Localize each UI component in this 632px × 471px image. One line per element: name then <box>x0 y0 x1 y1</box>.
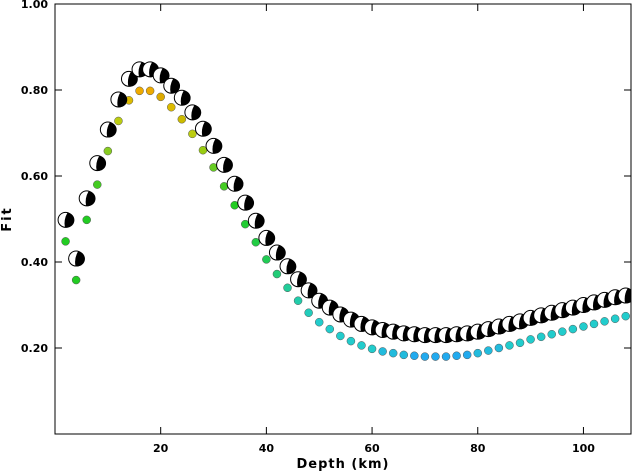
y-tick-label: 0.80 <box>21 84 48 97</box>
fit-dot <box>145 86 155 96</box>
y-tick-label: 0.40 <box>21 256 48 269</box>
fit-dot <box>61 237 70 246</box>
y-tick-label: 1.00 <box>21 0 48 11</box>
beachball-marker <box>173 89 191 106</box>
beachball-series <box>57 61 631 344</box>
beachball-marker <box>163 77 181 94</box>
fit-dot <box>188 129 197 139</box>
fit-dot <box>558 327 567 336</box>
plot-frame <box>54 3 632 435</box>
fit-dot <box>431 352 440 361</box>
fit-dot <box>71 275 81 285</box>
fit-dot <box>167 102 176 112</box>
x-tick-label: 60 <box>364 442 380 455</box>
x-tick-label: 20 <box>153 442 169 455</box>
fit-dot <box>304 308 313 317</box>
fit-dot <box>272 269 282 279</box>
beachball-marker <box>57 211 75 228</box>
fit-dot <box>536 332 546 342</box>
fit-dot <box>410 351 419 360</box>
fit-dot <box>367 344 377 354</box>
fit-dot <box>473 348 483 358</box>
beachball-marker <box>205 137 223 154</box>
fit-dot <box>568 324 578 334</box>
fit-dot <box>484 346 493 355</box>
fit-dot <box>600 317 609 326</box>
fit-dot <box>579 322 588 331</box>
fit-dot <box>293 296 303 305</box>
fit-dot <box>420 352 430 361</box>
beachball-marker <box>290 271 307 288</box>
beachball-marker <box>258 229 276 246</box>
beachball-marker <box>247 212 265 229</box>
axes: 20 40 60 80 100 0.20 0.40 0.60 0.80 1.00 <box>21 0 631 455</box>
fit-dot <box>399 350 409 360</box>
fit-dot <box>441 352 451 361</box>
fit-dot <box>93 180 102 189</box>
fit-dot <box>452 351 461 360</box>
beachball-marker <box>268 244 286 261</box>
x-tick-label: 80 <box>470 442 486 455</box>
y-tick-label: 0.60 <box>21 170 48 183</box>
beachball-marker <box>216 156 233 173</box>
fit-dot <box>589 319 599 329</box>
x-axis-label: Depth (km) <box>297 457 390 471</box>
fit-dot <box>314 317 324 327</box>
beachball-marker <box>237 194 255 211</box>
fit-dot <box>621 311 630 321</box>
fit-dot <box>526 335 535 344</box>
fit-dot <box>325 324 335 334</box>
beachball-marker <box>226 175 244 192</box>
y-tick-label: 0.20 <box>21 342 48 355</box>
fit-dot <box>346 336 356 346</box>
x-tick-label: 40 <box>259 442 275 455</box>
beachball-marker <box>99 121 117 138</box>
fit-dot <box>103 146 113 156</box>
fit-dot <box>156 92 165 102</box>
fit-dot <box>378 347 387 356</box>
beachball-marker <box>617 287 631 304</box>
fit-dot <box>135 86 144 96</box>
beachball-marker <box>89 155 107 172</box>
beachball-marker <box>78 190 96 207</box>
beachball-marker <box>110 91 128 108</box>
y-axis-label: Fit <box>0 206 15 232</box>
fit-dot <box>505 341 514 350</box>
fit-dot <box>114 116 123 126</box>
fit-dot <box>494 343 504 353</box>
fit-dot <box>177 114 187 124</box>
beachball-marker <box>68 250 85 267</box>
fit-dot <box>462 350 472 360</box>
fit-dot <box>357 341 366 350</box>
fit-dot <box>610 314 620 324</box>
fit-dot <box>515 338 525 348</box>
fit-dot <box>336 331 345 341</box>
x-tick-label: 100 <box>572 442 595 455</box>
fit-dot <box>82 215 91 225</box>
fit-dot <box>283 283 292 293</box>
beachball-marker <box>184 104 202 121</box>
beachball-marker <box>194 120 212 137</box>
fit-dot <box>547 329 556 339</box>
fit-dot <box>388 348 398 358</box>
colored-dot-series <box>61 86 630 361</box>
fit-dot <box>262 255 271 264</box>
beachball-marker <box>279 258 297 275</box>
